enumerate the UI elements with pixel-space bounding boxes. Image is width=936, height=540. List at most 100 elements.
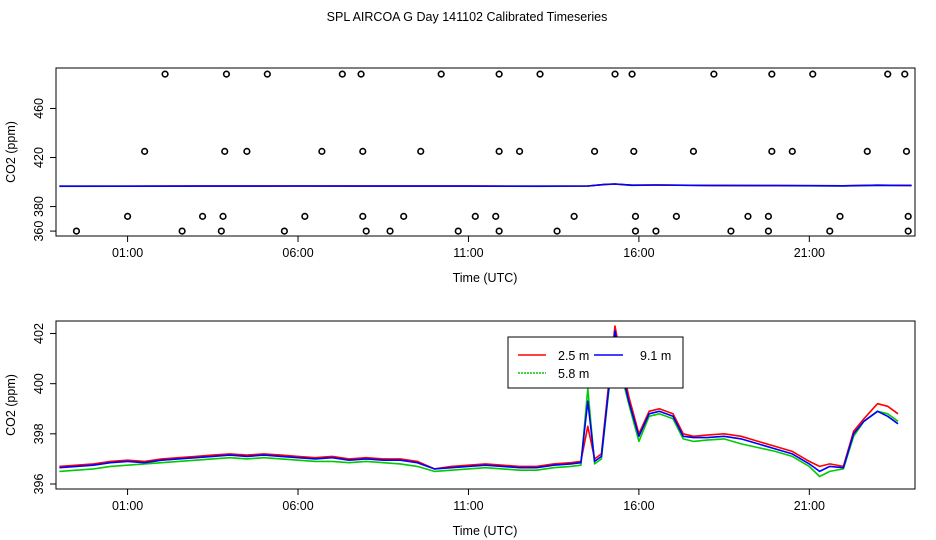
top-panel: 01:00 06:00 11:00 16:00 21:00 360 380 420 460 T… <box>4 67 916 285</box>
bottom-panel: 01:00 06:00 11:00 16:00 21:00 396 398 400 402 T… <box>4 320 916 538</box>
top-scatter-point <box>631 212 640 220</box>
top-scatter-point <box>357 70 365 78</box>
top-scatter-point <box>437 70 445 78</box>
bottom-x-tick-label: 16:00 <box>623 499 654 513</box>
bottom-x-tick-label: 11:00 <box>453 499 483 513</box>
top-scatter-point <box>884 70 892 78</box>
legend-box <box>507 336 684 389</box>
top-scatter-point <box>495 227 503 235</box>
bottom-x-tick-label: 21:00 <box>794 499 825 513</box>
top-scatter-point <box>788 147 796 155</box>
top-y-tick-label: 420 <box>32 147 46 168</box>
bottom-series-line-1 <box>59 335 899 478</box>
bottom-x-tick-label: 06:00 <box>282 499 313 513</box>
top-scatter-point <box>471 212 479 220</box>
top-scatter-point <box>570 212 578 220</box>
top-scatter-points <box>72 70 912 235</box>
top-scatter-point <box>809 70 817 78</box>
top-scatter-point <box>359 212 367 220</box>
top-scatter-point <box>141 147 149 155</box>
top-scatter-point <box>536 70 544 78</box>
top-scatter-point <box>710 70 718 78</box>
top-scatter-point <box>764 227 773 235</box>
top-scatter-point <box>263 70 271 78</box>
top-scatter-point <box>417 147 425 155</box>
top-x-axis-label: Time (UTC) <box>453 271 518 285</box>
bottom-series-line-0 <box>59 325 899 470</box>
top-y-axis: 360 380 420 460 <box>32 98 56 242</box>
top-x-tick-label: 06:00 <box>282 246 313 260</box>
top-scatter-point <box>495 147 503 155</box>
top-scatter-point <box>631 227 640 235</box>
top-scatter-point <box>454 227 462 235</box>
bottom-x-axis-label: Time (UTC) <box>453 524 518 538</box>
bottom-y-axis-label: CO2 (ppm) <box>4 374 18 436</box>
top-scatter-point <box>553 227 561 235</box>
top-scatter-point <box>652 227 660 235</box>
top-scatter-point <box>219 212 227 220</box>
top-x-tick-label: 16:00 <box>623 246 654 260</box>
bottom-x-tick-label: 01:00 <box>112 499 143 513</box>
top-scatter-point <box>727 227 735 235</box>
top-plot-box <box>55 67 916 237</box>
top-scatter-point <box>901 70 909 78</box>
top-x-axis: 01:00 06:00 11:00 16:00 21:00 <box>112 236 825 260</box>
legend-label-5-8m: 5.8 m <box>558 367 589 381</box>
top-scatter-point <box>222 70 231 78</box>
legend-label-9-1m: 9.1 m <box>640 349 671 363</box>
top-scatter-point <box>826 227 834 235</box>
top-scatter-point <box>221 147 229 155</box>
bottom-series-line-2 <box>59 330 899 473</box>
top-scatter-point <box>161 70 169 78</box>
bottom-y-tick-label: 398 <box>32 423 46 444</box>
top-series-line-2 <box>59 183 912 187</box>
top-x-tick-label: 21:00 <box>794 246 825 260</box>
top-scatter-point <box>362 227 370 235</box>
top-scatter-point <box>217 227 225 235</box>
top-scatter-point <box>386 227 394 235</box>
top-scatter-point <box>178 227 186 235</box>
top-scatter-point <box>902 147 911 155</box>
top-scatter-point <box>628 70 636 78</box>
figure-title: SPL AIRCOA G Day 141102 Calibrated Times… <box>327 10 608 24</box>
top-scatter-point <box>744 212 752 220</box>
top-scatter-point <box>515 147 524 155</box>
top-y-tick-label: 380 <box>32 196 46 217</box>
top-scatter-point <box>904 212 912 220</box>
top-scatter-point <box>338 70 346 78</box>
top-scatter-point <box>904 227 912 235</box>
top-scatter-point <box>495 70 503 78</box>
top-x-tick-label: 01:00 <box>112 246 143 260</box>
top-x-tick-label: 11:00 <box>453 246 483 260</box>
bottom-series-lines <box>59 325 899 478</box>
top-scatter-point <box>611 70 619 78</box>
top-scatter-point <box>243 147 251 155</box>
top-scatter-point <box>768 70 776 78</box>
top-scatter-point <box>301 212 309 220</box>
top-scatter-point <box>689 147 698 155</box>
top-scatter-point <box>280 227 288 235</box>
bottom-y-tick-label: 402 <box>32 323 46 344</box>
top-scatter-point <box>764 212 773 220</box>
legend: 2.5 m 9.1 m 5.8 m <box>507 336 684 389</box>
top-y-axis-label: CO2 (ppm) <box>4 121 18 183</box>
top-scatter-point <box>768 147 776 155</box>
top-scatter-point <box>318 147 326 155</box>
bottom-y-tick-label: 396 <box>32 474 46 495</box>
top-y-tick-label: 460 <box>32 98 46 119</box>
top-scatter-point <box>590 147 599 155</box>
top-scatter-point <box>836 212 844 220</box>
bottom-x-axis: 01:00 06:00 11:00 16:00 21:00 <box>112 489 825 513</box>
top-scatter-point <box>672 212 680 220</box>
top-y-tick-label: 360 <box>32 221 46 242</box>
top-scatter-point <box>492 212 500 220</box>
top-series-lines <box>59 183 912 188</box>
top-scatter-point <box>863 147 871 155</box>
bottom-y-axis: 396 398 400 402 <box>32 323 56 494</box>
top-scatter-point <box>359 147 367 155</box>
bottom-plot-box <box>55 320 916 490</box>
top-scatter-point <box>123 212 132 220</box>
bottom-y-tick-label: 400 <box>32 373 46 394</box>
top-scatter-point <box>630 147 638 155</box>
